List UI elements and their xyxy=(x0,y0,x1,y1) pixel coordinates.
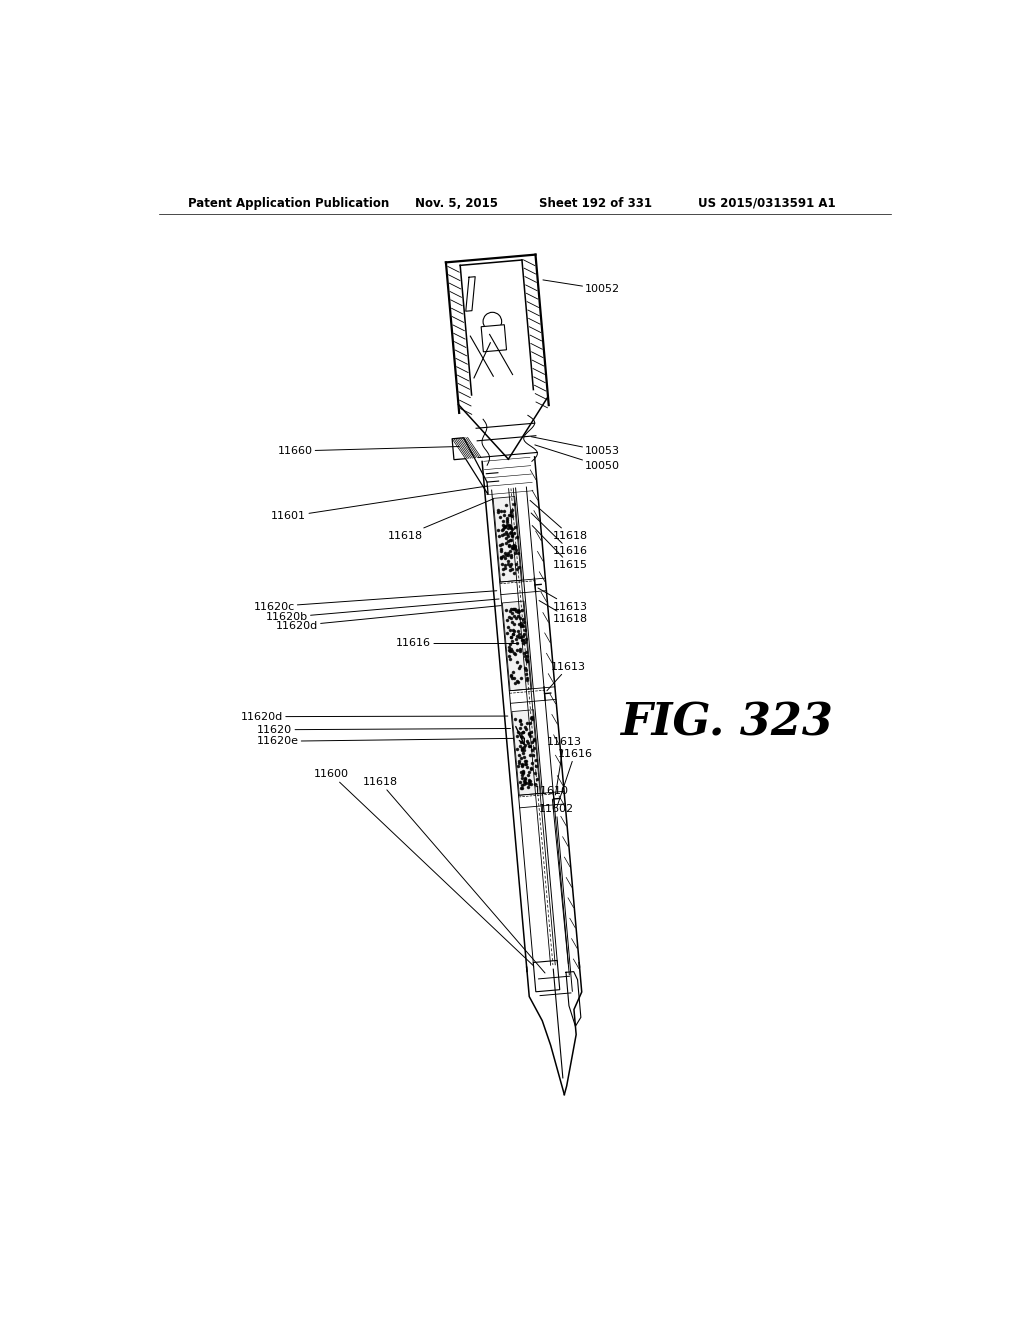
Text: 11618: 11618 xyxy=(388,499,494,541)
Text: 10050: 10050 xyxy=(535,445,621,471)
Text: 11610: 11610 xyxy=(535,787,569,975)
Text: 11613: 11613 xyxy=(538,587,588,611)
Text: 11613: 11613 xyxy=(547,737,582,795)
Text: Sheet 192 of 331: Sheet 192 of 331 xyxy=(539,197,651,210)
Text: 11618: 11618 xyxy=(362,777,545,973)
Text: FIG. 323: FIG. 323 xyxy=(620,701,833,744)
Text: US 2015/0313591 A1: US 2015/0313591 A1 xyxy=(697,197,836,210)
Text: 11618: 11618 xyxy=(539,601,588,624)
Text: 11660: 11660 xyxy=(278,446,459,455)
Text: 11620b: 11620b xyxy=(265,599,499,622)
Text: 11600: 11600 xyxy=(314,770,534,966)
Text: Nov. 5, 2015: Nov. 5, 2015 xyxy=(415,197,498,210)
Text: 11620: 11620 xyxy=(257,725,511,735)
Polygon shape xyxy=(503,601,531,690)
Text: 11613: 11613 xyxy=(547,661,586,690)
Text: 11601: 11601 xyxy=(271,486,487,521)
Text: 11616: 11616 xyxy=(396,639,518,648)
Text: 11615: 11615 xyxy=(532,525,588,570)
Polygon shape xyxy=(481,325,507,352)
Polygon shape xyxy=(534,961,560,991)
Text: 11620d: 11620d xyxy=(275,606,501,631)
Text: 11620d: 11620d xyxy=(241,711,508,722)
Text: 10053: 10053 xyxy=(531,437,621,455)
Text: 11616: 11616 xyxy=(531,513,588,556)
Polygon shape xyxy=(453,438,488,495)
Polygon shape xyxy=(526,601,544,689)
Polygon shape xyxy=(494,496,522,582)
Polygon shape xyxy=(512,710,541,795)
Text: 11620e: 11620e xyxy=(256,737,513,746)
Text: Patent Application Publication: Patent Application Publication xyxy=(188,197,390,210)
Text: 10052: 10052 xyxy=(543,280,621,294)
Text: 11620c: 11620c xyxy=(253,591,497,611)
Polygon shape xyxy=(536,709,553,793)
Polygon shape xyxy=(517,495,534,579)
Text: 11602: 11602 xyxy=(539,804,573,991)
Text: 11618: 11618 xyxy=(530,500,588,541)
Text: 11616: 11616 xyxy=(557,748,592,808)
